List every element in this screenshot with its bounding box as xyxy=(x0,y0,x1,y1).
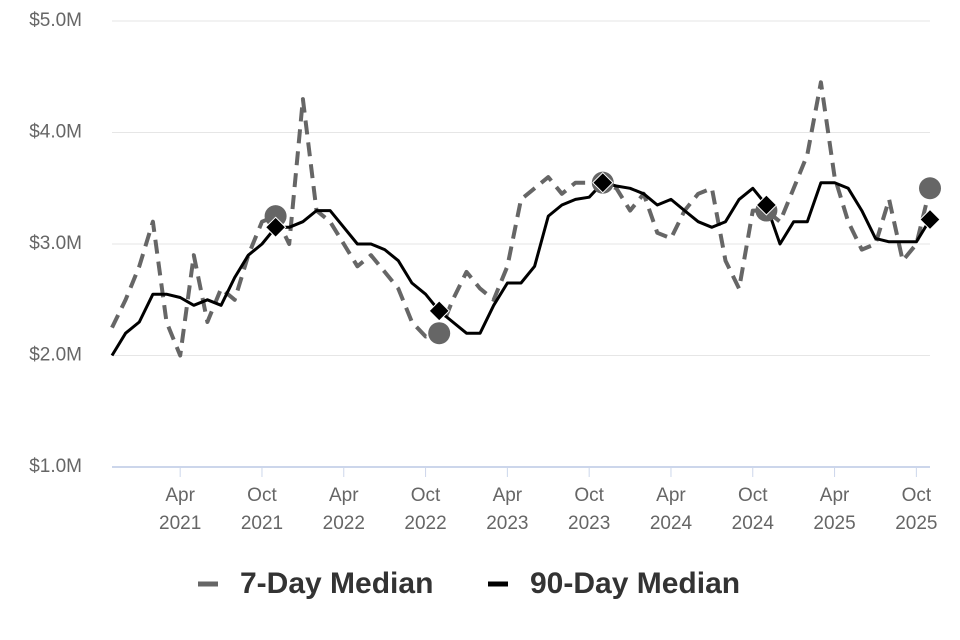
x-tick-label: Apr 2025 xyxy=(813,485,856,534)
point-marker xyxy=(919,208,941,231)
point-marker xyxy=(264,216,287,238)
point-marker xyxy=(428,300,450,322)
series-line xyxy=(110,80,932,358)
y-tick-label: $4.0M xyxy=(29,122,82,143)
x-tick-label: Oct 2025 xyxy=(895,485,938,534)
y-tick-label: $2.0M xyxy=(29,345,82,366)
y-tick-label: $1.0M xyxy=(29,456,82,477)
point-marker xyxy=(428,322,451,345)
x-tick-label: Oct 2022 xyxy=(404,485,447,534)
series-line xyxy=(110,181,932,357)
point-marker xyxy=(592,171,614,194)
point-marker xyxy=(264,205,287,228)
x-tick-label: Oct 2024 xyxy=(731,485,774,534)
y-tick-label: $5.0M xyxy=(29,10,82,31)
x-tick-label: Apr 2023 xyxy=(486,485,529,534)
point-marker xyxy=(919,177,941,200)
x-tick-label: Apr 2021 xyxy=(159,485,202,534)
x-tick-label: Oct 2023 xyxy=(568,485,611,534)
x-tick-label: Apr 2022 xyxy=(322,485,365,534)
x-tick-label: Oct 2021 xyxy=(240,485,284,534)
point-marker xyxy=(755,194,778,216)
x-tick-label: Apr 2024 xyxy=(649,485,693,534)
legend-label: 90-Day Median xyxy=(530,567,741,600)
legend-label: 7-Day Median xyxy=(240,567,434,600)
y-tick-label: $3.0M xyxy=(29,233,82,254)
